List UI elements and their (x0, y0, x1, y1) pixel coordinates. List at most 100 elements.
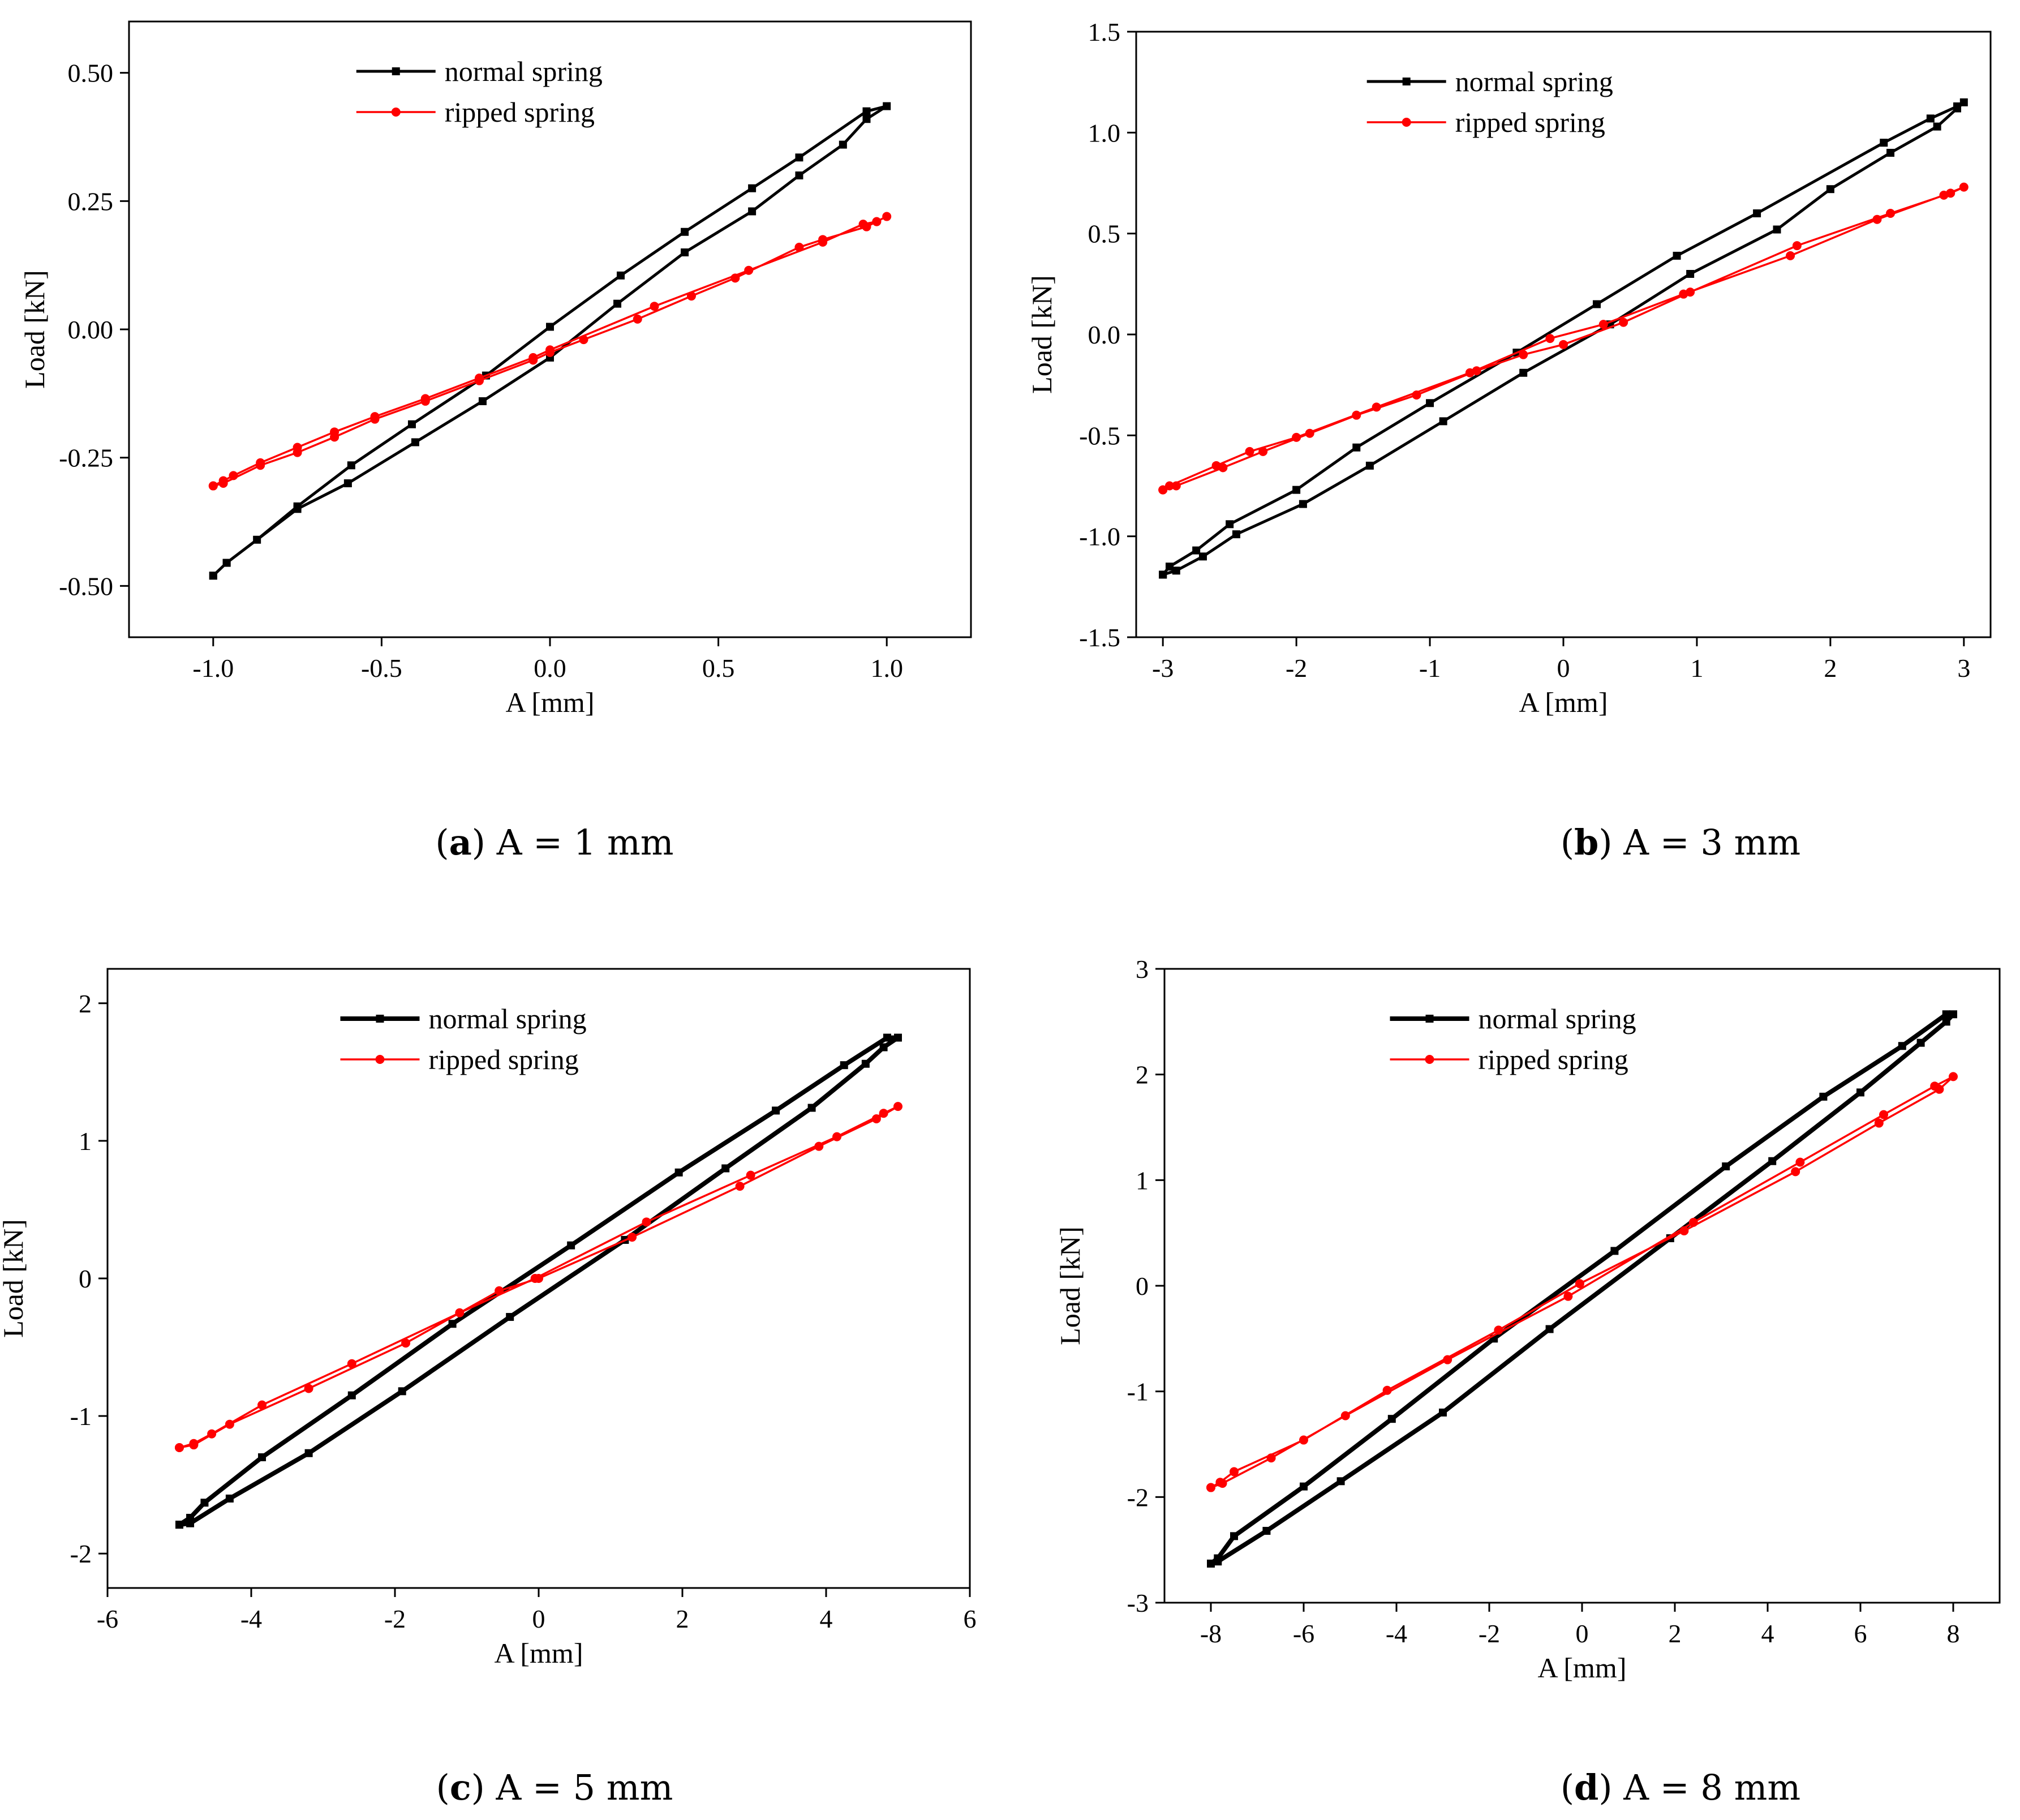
chart-c-svg: -6 -4 -2 0 2 4 6 -2 -1 0 1 2 A [mm] Load [kN] normal s… (0, 968, 977, 1808)
chart-c-normal-spring-point (398, 1387, 406, 1396)
chart-d-x-tick-label: -6 (1293, 1619, 1314, 1648)
chart-a-ripped-spring-point (818, 237, 828, 247)
chart-d-caption-text: A = 8 mm (1623, 1767, 1800, 1808)
chart-d-x-axis-label: A [mm] (1538, 1652, 1627, 1684)
chart-a-ripped-spring-point (872, 217, 882, 226)
chart-b-normal-spring-point (1880, 139, 1888, 147)
chart-a-normal-spring-point (795, 171, 803, 179)
chart-c-caption: (c) A = 5 mm (436, 1767, 673, 1808)
chart-c-y-axis-label: Load [kN] (0, 1219, 29, 1338)
chart-c-ripped-spring-point (401, 1338, 411, 1348)
chart-d-normal-spring-point (1942, 1018, 1950, 1026)
chart-a-ripped-spring-point (420, 394, 430, 404)
chart-a-ripped-spring-point (370, 412, 380, 422)
chart-d-y-tick-label: 2 (1136, 1061, 1149, 1089)
chart-c-x-tick-label: -4 (240, 1604, 262, 1633)
chart-b-ripped-spring-point (1352, 410, 1361, 420)
chart-a-x-tick-label: 1.0 (870, 654, 903, 682)
chart-b-ripped-spring-point (1786, 251, 1795, 260)
chart-b-ripped-spring-line (1162, 186, 1965, 491)
chart-b-x-tick-label: 2 (1824, 654, 1837, 682)
chart-a-normal-spring-point (411, 438, 419, 447)
chart-a-ripped-spring-point (858, 220, 868, 229)
chart-a-normal-spring-point (343, 479, 352, 487)
chart-c-normal-spring-point (894, 1033, 902, 1042)
chart-c-ripped-spring-point (304, 1384, 313, 1393)
chart-b-normal-spring-point (1959, 98, 1968, 106)
chart-d-x-tick-label: -8 (1200, 1619, 1222, 1648)
chart-b-ripped-spring-point (1872, 214, 1882, 224)
chart-c-x-tick-label: -6 (97, 1604, 118, 1633)
chart-a-x-tick-label: 0.5 (702, 654, 735, 682)
chart-d-ripped-spring-point (1382, 1385, 1392, 1395)
chart-b-normal-spring-point (1292, 486, 1301, 494)
chart-c-normal-spring-point (186, 1514, 195, 1522)
chart-d-svg: -8 -6 -4 -2 0 2 4 6 8 -3 -2 -1 0 1 2 3 A [mm] Load [kN] no… (1054, 955, 2001, 1808)
chart-c-normal-spring-point (567, 1241, 575, 1250)
chart-d-normal-spring-point (1545, 1325, 1554, 1333)
chart-b-normal-spring-point (1439, 417, 1447, 426)
chart-d-ripped-spring-point (1791, 1167, 1800, 1177)
chart-b-x-tick-label: 0 (1557, 654, 1570, 682)
chart-panel-a: -1.0 -0.5 0.0 0.5 1.0 -0.50 -0.25 0.00 0.25 0.50 A… (0, 0, 1007, 917)
chart-b-ripped-spring-point (1305, 428, 1314, 438)
chart-b-x-tick-label: -3 (1152, 654, 1174, 682)
chart-b-ripped-spring-point (1939, 190, 1949, 200)
chart-c-normal-spring-point (448, 1320, 457, 1328)
chart-a-normal-spring-point (478, 397, 487, 405)
chart-b-normal-spring-point (1159, 570, 1167, 579)
chart-b-svg: -3 -2 -1 0 1 2 3 -1.5 -1.0 -0.5 0.0 0.5 1.0 1.5 A [mm]… (1026, 18, 1992, 863)
chart-a-normal-spring-point (253, 535, 261, 544)
chart-d-ripped-spring-point (1494, 1325, 1503, 1335)
chart-a-normal-spring-point (407, 420, 416, 428)
chart-b-ripped-spring-point (1792, 241, 1802, 251)
chart-b-ripped-spring-point (1245, 447, 1254, 456)
chart-d-ripped-spring-point (1230, 1467, 1239, 1476)
chart-d-ripped-spring-point (1879, 1110, 1888, 1119)
chart-d-y-tick-label: -1 (1127, 1377, 1149, 1406)
chart-c-normal-spring-point (674, 1168, 683, 1177)
chart-b-normal-spring-point (1673, 251, 1681, 260)
chart-d-y-tick-label: -3 (1127, 1589, 1149, 1617)
chart-b-ripped-spring-point (1158, 485, 1168, 495)
chart-b-caption-text: A = 3 mm (1623, 822, 1800, 863)
chart-c-normal-spring-point (861, 1059, 870, 1068)
chart-d-y-tick-label: -2 (1127, 1483, 1149, 1512)
chart-b-legend-normal-spring-label: normal spring (1455, 66, 1613, 97)
chart-a-normal-spring-point (681, 248, 689, 256)
chart-a-normal-spring-point (862, 115, 871, 123)
chart-d-normal-spring-point (1768, 1157, 1777, 1165)
chart-d-ripped-spring-point (1563, 1291, 1573, 1301)
chart-c-normal-spring-point (772, 1106, 780, 1115)
chart-c-x-tick-label: 0 (532, 1604, 545, 1633)
chart-c-x-tick-label: -2 (384, 1604, 406, 1633)
chart-a-ripped-spring-point (650, 302, 659, 311)
chart-a-normal-spring-point (883, 102, 891, 110)
chart-c-normal-spring-point (258, 1453, 267, 1462)
chart-b-normal-spring-point (1926, 114, 1935, 123)
chart-a-normal-spring-point (795, 153, 803, 162)
chart-a-normal-spring-point (546, 323, 554, 331)
chart-d-ripped-spring-point (1935, 1084, 1944, 1094)
chart-d-x-tick-label: -4 (1386, 1619, 1407, 1648)
chart-b-legend-normal-spring-marker (1402, 78, 1411, 85)
chart-b-ripped-spring-point (1372, 402, 1381, 412)
chart-b-ripped-spring-point (1292, 432, 1301, 442)
chart-d-normal-spring-point (1942, 1010, 1950, 1019)
chart-c-ripped-spring-point (642, 1217, 651, 1227)
chart-d-caption: (d) A = 8 mm (1561, 1767, 1800, 1808)
chart-c-normal-spring-point (506, 1313, 514, 1321)
chart-d-y-tick-label: 1 (1136, 1166, 1149, 1195)
chart-c-ripped-spring-point (871, 1114, 881, 1123)
chart-d-y-tick-label: 3 (1136, 955, 1149, 984)
chart-a-normal-spring-point (613, 299, 622, 308)
chart-a-caption: (a) A = 1 mm (435, 822, 673, 863)
chart-c-caption-text: A = 5 mm (495, 1767, 673, 1808)
chart-c-x-tick-label: 6 (964, 1604, 977, 1633)
chart-b-normal-spring-point (1519, 368, 1528, 377)
chart-b-ripped-spring-point (1959, 182, 1969, 192)
chart-b-normal-spring-point (1192, 546, 1201, 555)
chart-a-normal-spring-point (748, 207, 757, 216)
chart-c-ripped-spring-point (735, 1182, 745, 1191)
chart-d-ripped-spring-point (1874, 1118, 1884, 1128)
